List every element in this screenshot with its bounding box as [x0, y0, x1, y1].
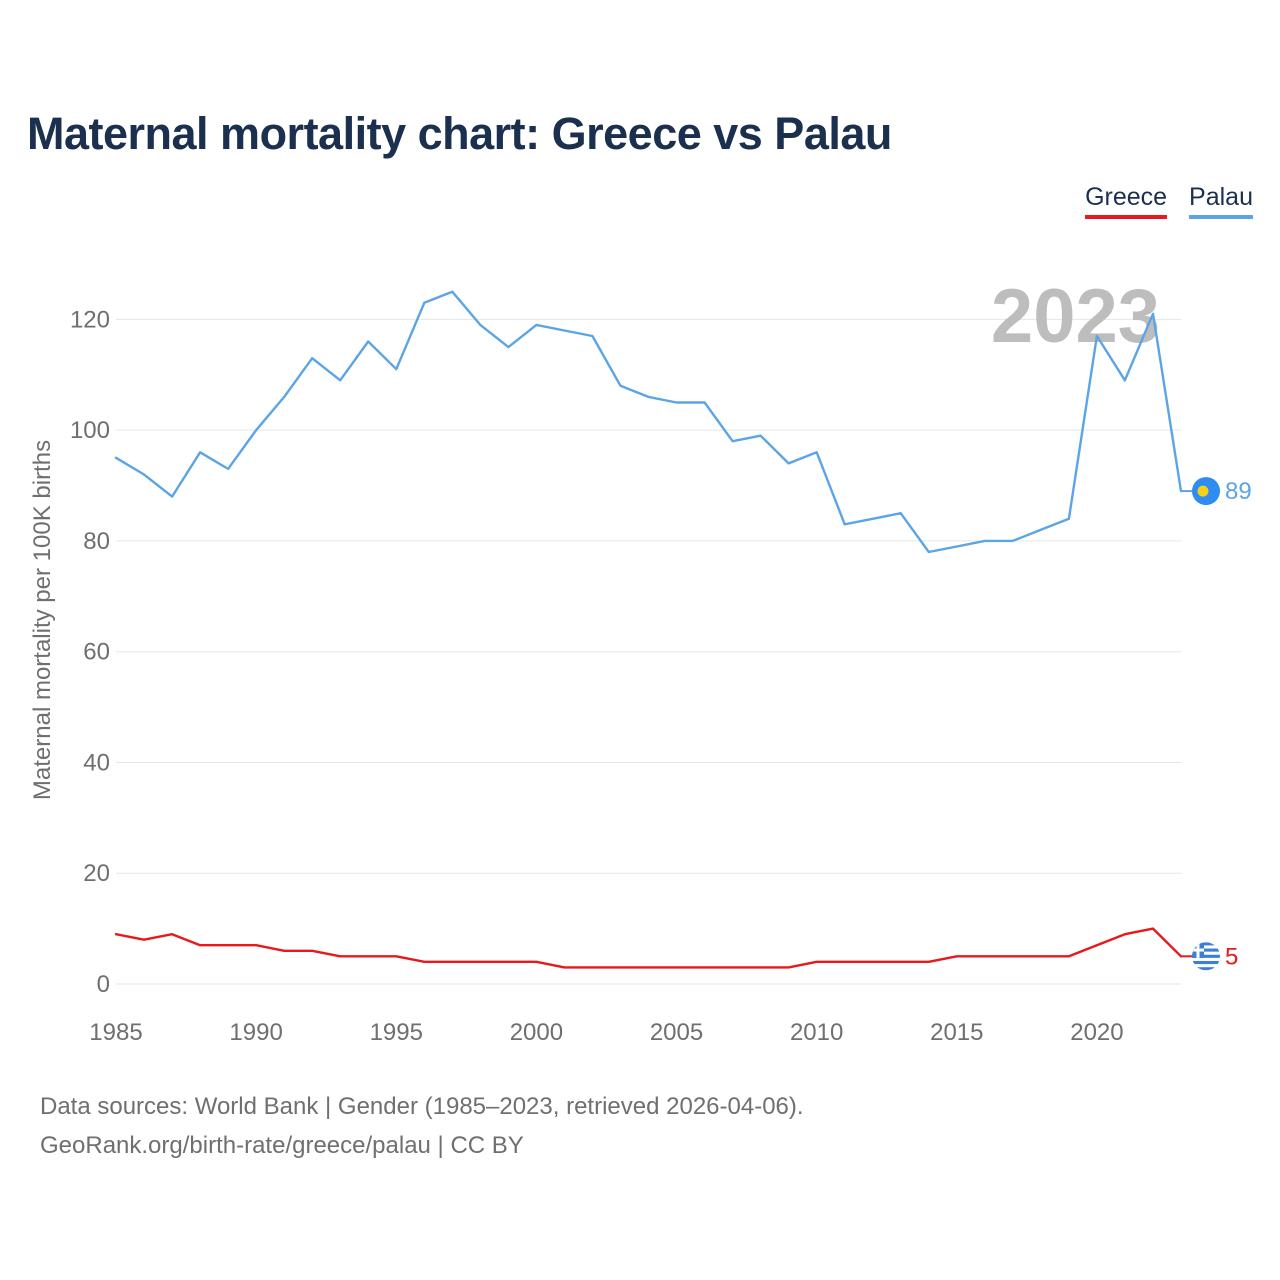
year-watermark: 2023 — [991, 274, 1160, 359]
x-tick-label: 1985 — [89, 1019, 142, 1046]
y-tick-label: 0 — [97, 971, 110, 998]
source-line-2[interactable]: GeoRank.org/birth-rate/greece/palau | CC… — [40, 1132, 524, 1159]
series-line-greece[interactable] — [114, 927, 1183, 969]
y-axis-label: Maternal mortality per 100K births — [29, 440, 56, 800]
x-tick-label: 2015 — [930, 1019, 983, 1046]
y-tick-label: 60 — [83, 639, 110, 666]
grid-lines — [116, 318, 1181, 985]
series-line-palau[interactable] — [114, 290, 1183, 554]
y-tick-label: 20 — [83, 860, 110, 887]
x-tick-label: 2000 — [510, 1019, 563, 1046]
x-axis-ticks: 1985 1990 1995 2000 2005 2010 2015 2020 — [89, 1019, 1123, 1046]
legend-item-greece[interactable]: Greece — [1085, 183, 1168, 219]
page-title: Maternal mortality chart: Greece vs Pala… — [27, 108, 892, 159]
legend: Greece Palau — [1085, 183, 1253, 219]
palau-flag-icon — [1192, 477, 1220, 506]
x-tick-label: 2010 — [790, 1019, 843, 1046]
end-markers: 89 5 — [1181, 477, 1252, 971]
y-tick-label: 80 — [83, 528, 110, 555]
y-tick-label: 120 — [70, 306, 110, 333]
greece-flag-icon — [1192, 942, 1220, 971]
y-axis-ticks: 0 20 40 60 80 100 120 — [70, 306, 110, 998]
source-note: Data sources: World Bank | Gender (1985–… — [40, 1087, 804, 1165]
x-tick-label: 2005 — [650, 1019, 703, 1046]
palau-end-value: 89 — [1225, 478, 1252, 505]
series-lines — [114, 290, 1183, 969]
y-tick-label: 40 — [83, 749, 110, 776]
y-tick-label: 100 — [70, 417, 110, 444]
legend-item-palau[interactable]: Palau — [1189, 183, 1253, 219]
x-tick-label: 1995 — [370, 1019, 423, 1046]
x-tick-label: 1990 — [229, 1019, 282, 1046]
x-tick-label: 2020 — [1070, 1019, 1123, 1046]
source-line-1: Data sources: World Bank | Gender (1985–… — [40, 1093, 804, 1120]
greece-end-value: 5 — [1225, 943, 1238, 970]
